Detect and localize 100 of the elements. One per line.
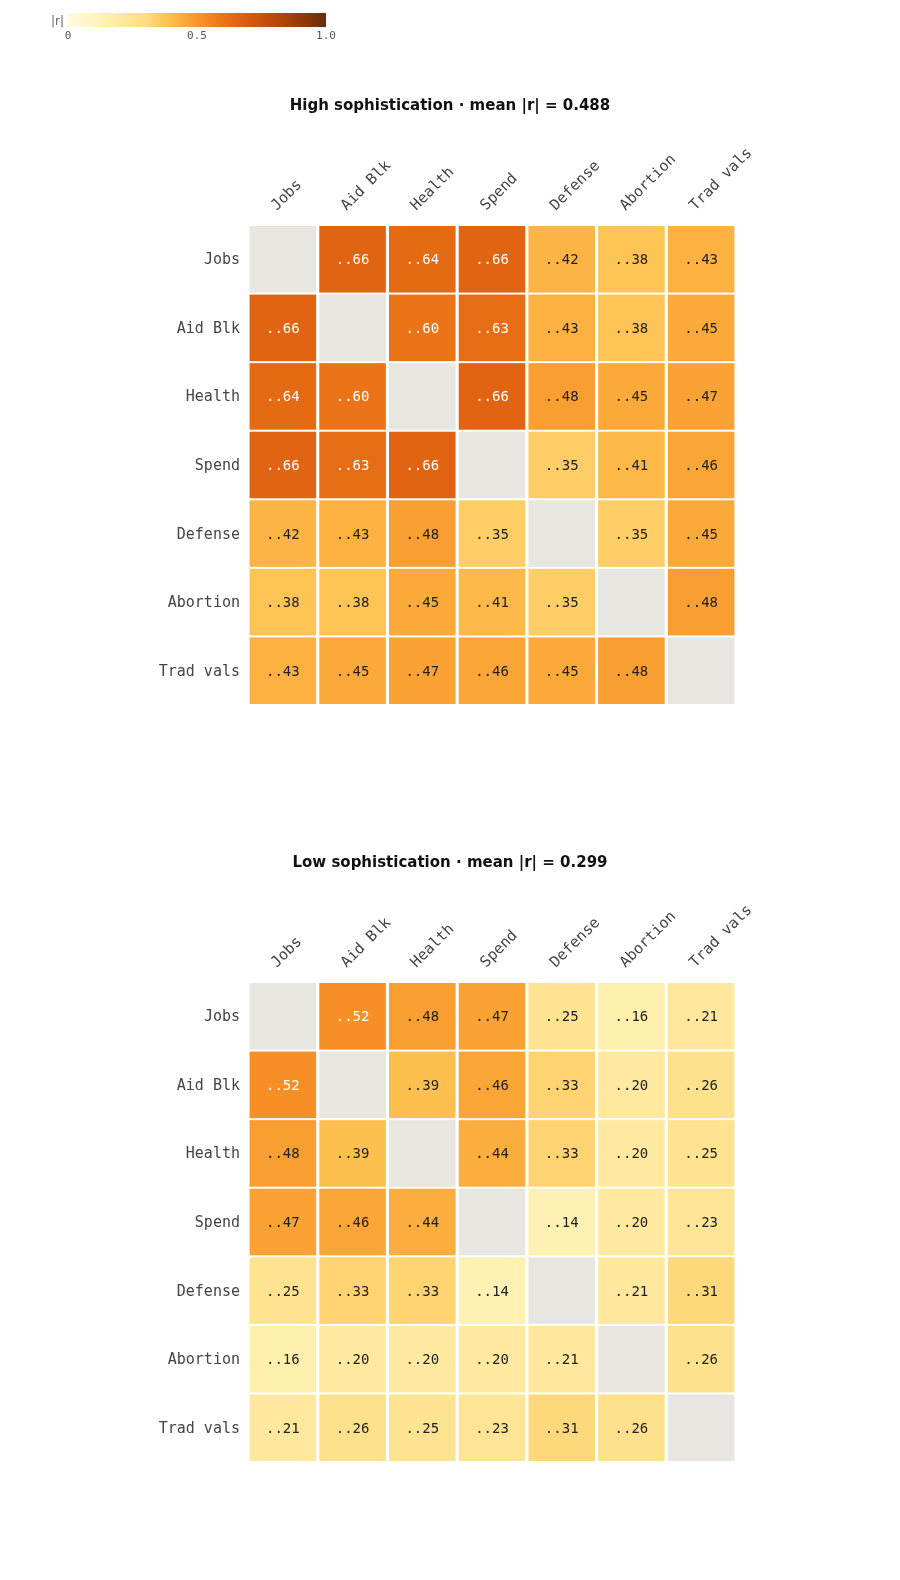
data-label: ..20: [614, 1076, 649, 1093]
data-label: ..39: [405, 1076, 440, 1093]
data-label: ..25: [684, 1145, 718, 1162]
data-label: ..41: [475, 594, 509, 611]
data-label: ..16: [266, 1351, 300, 1368]
data-label: ..66: [475, 388, 509, 405]
data-label: ..66: [266, 457, 300, 473]
data-label: ..48: [684, 594, 718, 611]
data-label: ..48: [266, 1145, 300, 1162]
data-label: ..45: [405, 594, 440, 611]
data-label: ..43: [684, 251, 718, 268]
data-label: ..14: [475, 1282, 509, 1299]
data-label: ..45: [614, 388, 649, 405]
data-label: ..63: [475, 319, 509, 336]
y-tick-label: Aid Blk: [176, 318, 240, 337]
data-label: ..66: [335, 251, 370, 268]
data-label: ..46: [684, 457, 718, 473]
y-tick-label: Abortion: [167, 1350, 240, 1369]
data-label: ..47: [684, 388, 718, 405]
data-label: ..25: [266, 1282, 300, 1299]
data-label: ..20: [475, 1351, 509, 1368]
data-label: ..45: [335, 662, 370, 679]
data-label: ..43: [544, 319, 579, 336]
y-tick-label: Health: [185, 1144, 240, 1163]
data-label: ..38: [614, 251, 649, 268]
data-label: ..26: [684, 1351, 718, 1368]
data-label: ..48: [544, 388, 579, 405]
color-bar-label: 0.5: [187, 29, 207, 42]
data-label: ..64: [405, 251, 440, 268]
data-label: ..45: [684, 525, 718, 542]
data-label: ..25: [405, 1419, 440, 1436]
data-label: ..23: [475, 1419, 509, 1436]
data-label: ..26: [614, 1419, 649, 1436]
data-label: ..38: [335, 594, 370, 611]
chart-title: High sophistication · mean |r| = 0.488: [288, 96, 612, 114]
y-tick-label: Defense: [176, 524, 240, 543]
data-label: ..21: [544, 1351, 579, 1368]
data-label: ..60: [335, 388, 370, 405]
data-label: ..46: [335, 1214, 370, 1230]
data-label: ..46: [475, 662, 509, 679]
data-label: ..47: [405, 662, 440, 679]
data-label: ..38: [266, 594, 300, 611]
data-label: ..48: [405, 525, 440, 542]
data-label: ..23: [684, 1214, 718, 1230]
y-tick-label: Jobs: [203, 250, 240, 269]
data-label: ..35: [544, 457, 579, 473]
data-label: ..44: [405, 1214, 440, 1230]
data-label: ..47: [266, 1214, 300, 1230]
data-label: ..45: [684, 319, 718, 336]
data-label: ..33: [405, 1282, 440, 1299]
chart-title: Low sophistication · mean |r| = 0.299: [291, 853, 609, 871]
data-label: ..14: [544, 1214, 579, 1230]
data-label: ..33: [335, 1282, 370, 1299]
y-tick-label: Defense: [176, 1281, 240, 1300]
data-label: ..44: [475, 1145, 509, 1162]
data-label: ..39: [335, 1145, 370, 1162]
data-label: ..35: [614, 525, 649, 542]
data-label: ..31: [684, 1282, 718, 1299]
color-bar-label: 0: [64, 29, 72, 42]
data-label: ..47: [475, 1008, 509, 1025]
data-label: ..64: [266, 388, 300, 405]
data-label: ..20: [614, 1214, 649, 1230]
data-label: ..66: [405, 457, 440, 473]
data-label: ..16: [614, 1008, 649, 1025]
y-tick-label: Jobs: [203, 1007, 240, 1026]
data-label: ..42: [544, 251, 579, 268]
data-label: ..66: [475, 251, 509, 268]
data-label: ..63: [335, 457, 370, 473]
data-label: ..66: [266, 319, 300, 336]
data-label: ..20: [405, 1351, 440, 1368]
data-label: ..26: [335, 1419, 370, 1436]
data-label: ..48: [614, 662, 649, 679]
y-tick-label: Spend: [194, 1213, 240, 1231]
data-label: ..48: [405, 1008, 440, 1025]
y-tick-label: Trad vals: [158, 661, 240, 680]
data-label: ..31: [544, 1419, 579, 1436]
data-label: ..43: [266, 662, 300, 679]
data-label: ..21: [684, 1008, 718, 1025]
data-label: ..43: [335, 525, 370, 542]
data-label: ..60: [405, 319, 440, 336]
data-label: ..38: [614, 319, 649, 336]
data-label: ..25: [544, 1008, 579, 1025]
y-tick-label: Trad vals: [158, 1418, 240, 1437]
data-label: ..35: [475, 525, 509, 542]
data-label: ..52: [335, 1008, 370, 1025]
data-label: ..33: [544, 1145, 579, 1162]
data-label: ..52: [266, 1076, 300, 1093]
y-tick-label: Aid Blk: [176, 1075, 240, 1094]
data-label: ..35: [544, 594, 579, 611]
data-label: ..33: [544, 1076, 579, 1093]
data-label: ..20: [335, 1351, 370, 1368]
data-label: ..42: [266, 525, 300, 542]
data-label: ..21: [266, 1419, 300, 1436]
color-bar-label: 1.0: [316, 29, 336, 42]
data-label: ..21: [614, 1282, 649, 1299]
data-label: ..46: [475, 1076, 509, 1093]
data-label: ..20: [614, 1145, 649, 1162]
color-bar-title: |r|: [50, 14, 64, 28]
y-tick-label: Spend: [194, 456, 240, 474]
data-label: ..45: [544, 662, 579, 679]
